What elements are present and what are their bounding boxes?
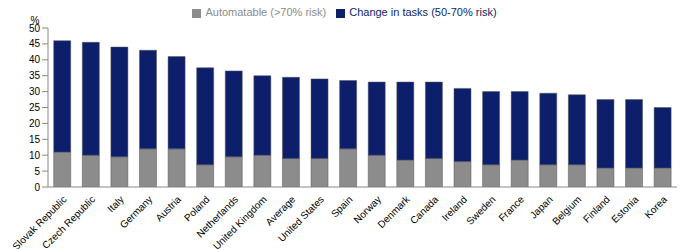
html-text:Change in tasks (50-70% risk): Change in tasks (50-70% risk) [349, 6, 497, 18]
svg-text:Ireland: Ireland [439, 193, 469, 224]
svg-text:United States: United States [276, 194, 326, 244]
svg-text:5: 5 [34, 166, 40, 177]
svg-text:0: 0 [34, 182, 40, 193]
svg-text:25: 25 [29, 102, 41, 113]
svg-text:Korea: Korea [642, 193, 669, 220]
svg-text:35: 35 [29, 70, 41, 81]
svg-text:Sweden: Sweden [464, 194, 497, 227]
svg-text:Slovak Republic: Slovak Republic [10, 194, 68, 249]
svg-text:Canada: Canada [408, 193, 441, 226]
svg-text:%: % [31, 15, 40, 26]
svg-text:France: France [496, 193, 526, 223]
svg-text:Average: Average [263, 193, 298, 228]
svg-text:Germany: Germany [118, 194, 155, 231]
svg-text:Japan: Japan [528, 194, 555, 221]
svg-text:Norway: Norway [351, 193, 384, 226]
svg-text:50: 50 [28, 22, 40, 34]
svg-text:Belgium: Belgium [550, 194, 583, 227]
svg-text:Spain: Spain [329, 194, 355, 220]
svg-text:15: 15 [29, 134, 41, 145]
html-text:Automatable (>70% risk): Automatable (>70% risk) [205, 6, 327, 18]
svg-text:20: 20 [29, 118, 41, 129]
svg-text:Estonia: Estonia [609, 193, 641, 225]
svg-text:United Kingdom: United Kingdom [211, 194, 269, 249]
svg-text:Italy: Italy [105, 194, 126, 215]
svg-text:45: 45 [29, 38, 41, 49]
svg-text:30: 30 [29, 86, 41, 97]
svg-text:10: 10 [29, 150, 41, 161]
svg-text:Finland: Finland [581, 194, 612, 225]
svg-text:40: 40 [29, 54, 41, 65]
svg-text:Poland: Poland [181, 193, 212, 224]
svg-text:Austria: Austria [153, 193, 183, 223]
svg-text:Netherlands: Netherlands [194, 193, 241, 240]
svg-text:Denmark: Denmark [375, 193, 412, 230]
svg-text:Czech Republic: Czech Republic [40, 194, 97, 249]
